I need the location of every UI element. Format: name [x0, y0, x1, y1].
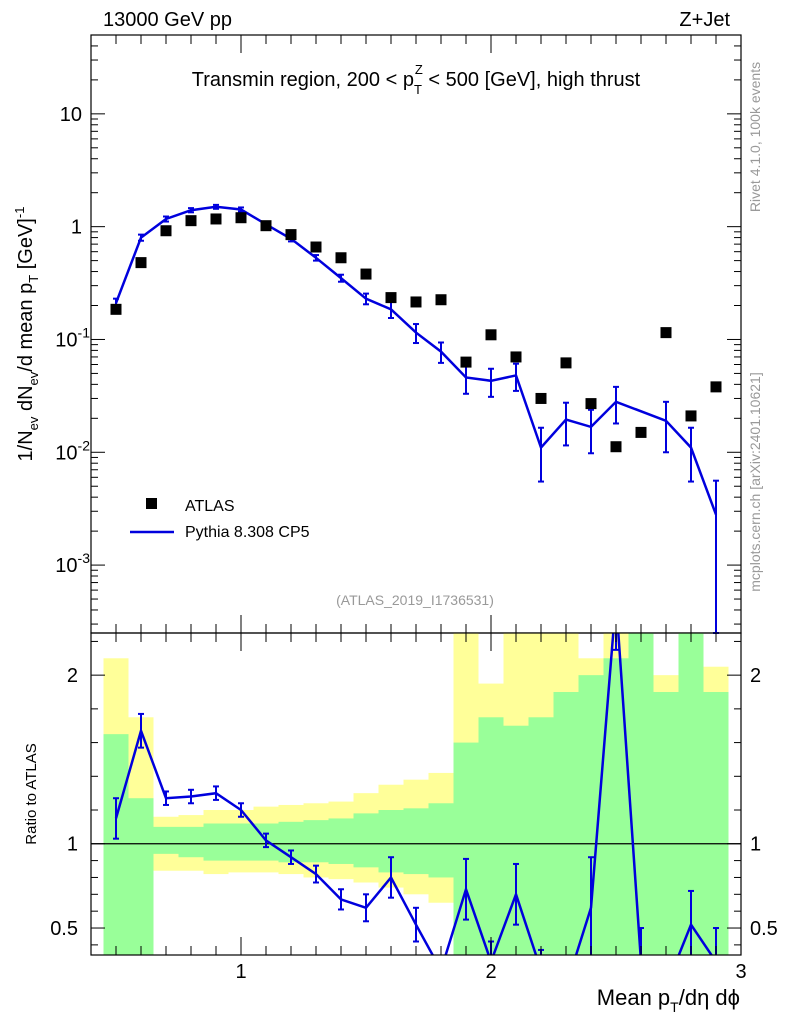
atlas-point	[610, 441, 622, 453]
main-axis-ticks: 10-3 10-2 10-1 1 10	[55, 34, 741, 633]
atlas-point	[485, 329, 497, 341]
ratio-xtick-label: 1	[235, 961, 246, 983]
main-series	[110, 203, 722, 634]
atlas-point	[385, 292, 397, 304]
ratio-green-band	[628, 633, 654, 955]
atlas-point	[710, 381, 722, 393]
main-ytick-label: 10-2	[55, 437, 90, 464]
atlas-point	[110, 303, 122, 315]
atlas-point	[535, 392, 547, 404]
atlas-point	[435, 294, 447, 306]
ratio-green-band	[103, 734, 129, 955]
atlas-point	[135, 257, 147, 269]
ratio-green-band	[553, 692, 579, 955]
ratio-ytick-label-left: 0.5	[50, 918, 78, 940]
header-left: 13000 GeV pp	[103, 9, 232, 31]
main-ytick-label: 10	[60, 104, 82, 126]
ratio-ytick-label-left: 1	[67, 834, 78, 856]
ratio-panel-frame	[90, 632, 742, 956]
atlas-point	[335, 252, 347, 264]
ratio-xtick-label: 2	[485, 961, 496, 983]
atlas-point	[660, 327, 672, 339]
ratio-green-band	[203, 823, 229, 861]
ratio-ytick-label-right: 0.5	[750, 918, 778, 940]
atlas-point	[160, 225, 172, 237]
legend-pythia-label: Pythia 8.308 CP5	[185, 524, 310, 541]
ratio-green-band	[478, 717, 504, 955]
ratio-series	[113, 633, 719, 955]
ratio-green-band	[703, 692, 729, 955]
ratio-green-band	[453, 742, 479, 955]
rivet-side-label: Rivet 4.1.0, 100k events	[747, 62, 763, 212]
ratio-green-band	[653, 692, 679, 955]
atlas-point	[460, 356, 472, 368]
atlas-point	[310, 241, 322, 253]
header-right: Z+Jet	[679, 9, 730, 31]
atlas-point	[410, 296, 422, 308]
main-ytick-label: 10-3	[55, 550, 90, 577]
atlas-point	[635, 426, 647, 438]
atlas-point	[210, 213, 222, 225]
ratio-green-band	[228, 823, 254, 861]
atlas-point	[260, 220, 272, 232]
ratio-ytick-label-right: 1	[750, 834, 761, 856]
mcplots-side-label: mcplots.cern.ch [arXiv:2401.10621]	[747, 372, 763, 591]
atlas-point	[185, 215, 197, 227]
main-title: Transmin region, 200 < pTZ < 500 [GeV], …	[192, 62, 641, 97]
ratio-green-band	[528, 717, 554, 955]
ratio-green-band	[428, 803, 454, 878]
atlas-point	[360, 268, 372, 280]
main-ytick-label: 1	[71, 217, 82, 239]
legend-atlas-label: ATLAS	[185, 498, 235, 515]
ratio-xtick-label: 3	[735, 961, 746, 983]
ratio-ytick-label-left: 2	[67, 665, 78, 687]
atlas-point	[685, 410, 697, 422]
legend: ATLAS Pythia 8.308 CP5	[130, 498, 310, 541]
main-ylabel: 1/Nev dNev/d mean pT [GeV]-1	[12, 207, 41, 462]
xlabel: Mean pT/dη dϕ	[597, 985, 740, 1015]
main-title-part1: Transmin region, 200 < p	[192, 69, 414, 91]
atlas-point	[235, 212, 247, 224]
ratio-green-band	[128, 798, 154, 955]
atlas-point	[285, 229, 297, 241]
ratio-green-band	[403, 808, 429, 875]
ratio-ytick-label-right: 2	[750, 665, 761, 687]
ratio-clip-group	[113, 633, 719, 955]
main-ytick-label: 10-1	[55, 324, 90, 351]
svg-text:Ratio to ATLAS: Ratio to ATLAS	[23, 743, 40, 844]
ratio-green-band	[303, 820, 329, 863]
analysis-label: (ATLAS_2019_I1736531)	[336, 592, 494, 608]
svg-text:Rivet 4.1.0, 100k events: Rivet 4.1.0, 100k events	[747, 62, 763, 212]
ratio-green-band	[153, 826, 179, 854]
legend-atlas-marker	[146, 498, 157, 509]
pythia-line	[114, 205, 718, 516]
ratio-axis-ticks: 0.5 0.5 1 1 2 2 1 2 3	[50, 633, 778, 983]
ratio-green-band	[328, 818, 354, 864]
ratio-uncertainty-bands	[91, 633, 741, 955]
ratio-green-band	[178, 826, 204, 858]
svg-text:mcplots.cern.ch [arXiv:2401.10: mcplots.cern.ch [arXiv:2401.10621]	[747, 372, 763, 591]
atlas-point	[560, 357, 572, 369]
atlas-point	[510, 351, 522, 363]
atlas-point	[585, 398, 597, 410]
ratio-green-band	[353, 813, 379, 868]
ratio-ylabel: Ratio to ATLAS	[23, 743, 40, 844]
svg-text:1/Nev dNev/d mean pT [GeV]-1: 1/Nev dNev/d mean pT [GeV]-1	[12, 207, 41, 462]
